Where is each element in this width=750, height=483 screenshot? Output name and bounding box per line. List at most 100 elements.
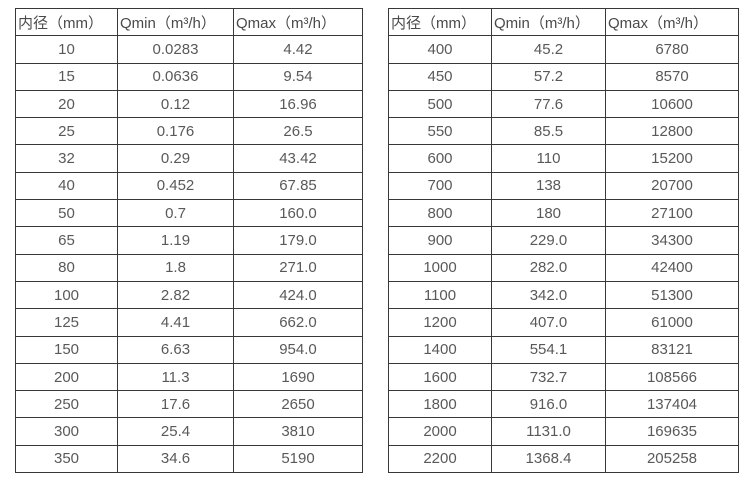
table-cell: 0.29 xyxy=(117,144,234,173)
table-cell: 350 xyxy=(15,444,118,474)
table-cell: 0.12 xyxy=(117,89,234,119)
table-cell: 1131.0 xyxy=(491,417,606,446)
table-row: 450 57.2 8570 xyxy=(388,62,739,91)
table-cell: 282.0 xyxy=(491,253,606,282)
table-row: 1600 732.7 108566 xyxy=(388,362,739,392)
table-cell: 1200 xyxy=(388,308,492,337)
header-row: 内径（mm） Qmin（m³/h） Qmax（m³/h） xyxy=(15,7,363,37)
table-cell: 732.7 xyxy=(491,362,606,392)
table-cell: 1368.4 xyxy=(491,444,606,474)
table-cell: 6780 xyxy=(605,35,739,64)
table-row: 350 34.6 5190 xyxy=(15,444,363,474)
table-cell: 400 xyxy=(388,35,492,64)
flow-table-large-diameters: 内径（mm） Qmin（m³/h） Qmax（m³/h） 400 45.2 6780… xyxy=(388,7,739,474)
table-cell: 25.4 xyxy=(117,417,234,446)
header-row: 内径（mm） Qmin（m³/h） Qmax（m³/h） xyxy=(388,7,739,37)
table-cell: 17.6 xyxy=(117,390,234,419)
table-cell: 954.0 xyxy=(233,335,363,364)
table-cell: 80 xyxy=(15,253,118,282)
table-row: 2000 1131.0 169635 xyxy=(388,417,739,446)
table-row: 50 0.7 160.0 xyxy=(15,199,363,228)
table-cell: 25 xyxy=(15,117,118,146)
table-row: 25 0.176 26.5 xyxy=(15,117,363,146)
table-cell: 2000 xyxy=(388,417,492,446)
table-cell: 205258 xyxy=(605,444,739,474)
header-qmin: Qmin（m³/h） xyxy=(117,7,234,37)
table-row: 2200 1368.4 205258 xyxy=(388,444,739,474)
table-cell: 179.0 xyxy=(233,226,363,255)
table-cell: 10 xyxy=(15,35,118,64)
header-inner-diameter: 内径（mm） xyxy=(15,7,118,37)
table-cell: 1.19 xyxy=(117,226,234,255)
header-inner-diameter: 内径（mm） xyxy=(388,7,492,37)
table-row: 200 11.3 1690 xyxy=(15,362,363,392)
table-cell: 0.0636 xyxy=(117,62,234,91)
table-cell: 0.0283 xyxy=(117,35,234,64)
table-cell: 662.0 xyxy=(233,308,363,337)
table-cell: 800 xyxy=(388,199,492,228)
table-cell: 77.6 xyxy=(491,89,606,119)
table-cell: 4.42 xyxy=(233,35,363,64)
table-row: 550 85.5 12800 xyxy=(388,117,739,146)
table-cell: 6.63 xyxy=(117,335,234,364)
table-row: 400 45.2 6780 xyxy=(388,35,739,64)
table-row: 65 1.19 179.0 xyxy=(15,226,363,255)
table-cell: 67.85 xyxy=(233,171,363,201)
table-row: 700 138 20700 xyxy=(388,171,739,201)
table-cell: 1800 xyxy=(388,390,492,419)
table-cell: 1.8 xyxy=(117,253,234,282)
table-cell: 20 xyxy=(15,89,118,119)
header-qmax: Qmax（m³/h） xyxy=(605,7,739,37)
table-cell: 180 xyxy=(491,199,606,228)
table-row: 1800 916.0 137404 xyxy=(388,390,739,419)
flow-table-small-diameters: 内径（mm） Qmin（m³/h） Qmax（m³/h） 10 0.0283 4.4… xyxy=(15,7,363,474)
table-cell: 85.5 xyxy=(491,117,606,146)
table-cell: 0.452 xyxy=(117,171,234,201)
table-cell: 600 xyxy=(388,144,492,173)
table-cell: 125 xyxy=(15,308,118,337)
table-row: 250 17.6 2650 xyxy=(15,390,363,419)
table-cell: 110 xyxy=(491,144,606,173)
table-cell: 27100 xyxy=(605,199,739,228)
table-cell: 83121 xyxy=(605,335,739,364)
table-cell: 57.2 xyxy=(491,62,606,91)
table-row: 1200 407.0 61000 xyxy=(388,308,739,337)
table-cell: 137404 xyxy=(605,390,739,419)
table-row: 900 229.0 34300 xyxy=(388,226,739,255)
table-cell: 229.0 xyxy=(491,226,606,255)
table-cell: 42400 xyxy=(605,253,739,282)
table-cell: 51300 xyxy=(605,280,739,310)
table-row: 32 0.29 43.42 xyxy=(15,144,363,173)
table-cell: 10600 xyxy=(605,89,739,119)
table-cell: 424.0 xyxy=(233,280,363,310)
table-row: 1100 342.0 51300 xyxy=(388,280,739,310)
table-cell: 8570 xyxy=(605,62,739,91)
table-cell: 1100 xyxy=(388,280,492,310)
table-cell: 15200 xyxy=(605,144,739,173)
table-cell: 9.54 xyxy=(233,62,363,91)
table-cell: 100 xyxy=(15,280,118,310)
table-cell: 16.96 xyxy=(233,89,363,119)
table-cell: 550 xyxy=(388,117,492,146)
table-body: 400 45.2 6780 450 57.2 8570 500 77.6 10600 550 85.… xyxy=(388,35,739,474)
table-cell: 1400 xyxy=(388,335,492,364)
table-cell: 200 xyxy=(15,362,118,392)
table-cell: 916.0 xyxy=(491,390,606,419)
table-cell: 3810 xyxy=(233,417,363,446)
table-cell: 450 xyxy=(388,62,492,91)
table-cell: 554.1 xyxy=(491,335,606,364)
table-cell: 0.7 xyxy=(117,199,234,228)
table-cell: 1000 xyxy=(388,253,492,282)
header-qmax: Qmax（m³/h） xyxy=(233,7,363,37)
table-cell: 700 xyxy=(388,171,492,201)
table-row: 1400 554.1 83121 xyxy=(388,335,739,364)
header-qmin: Qmin（m³/h） xyxy=(491,7,606,37)
table-row: 10 0.0283 4.42 xyxy=(15,35,363,64)
table-cell: 138 xyxy=(491,171,606,201)
table-cell: 150 xyxy=(15,335,118,364)
table-cell: 407.0 xyxy=(491,308,606,337)
table-cell: 61000 xyxy=(605,308,739,337)
table-row: 150 6.63 954.0 xyxy=(15,335,363,364)
table-cell: 20700 xyxy=(605,171,739,201)
table-row: 800 180 27100 xyxy=(388,199,739,228)
